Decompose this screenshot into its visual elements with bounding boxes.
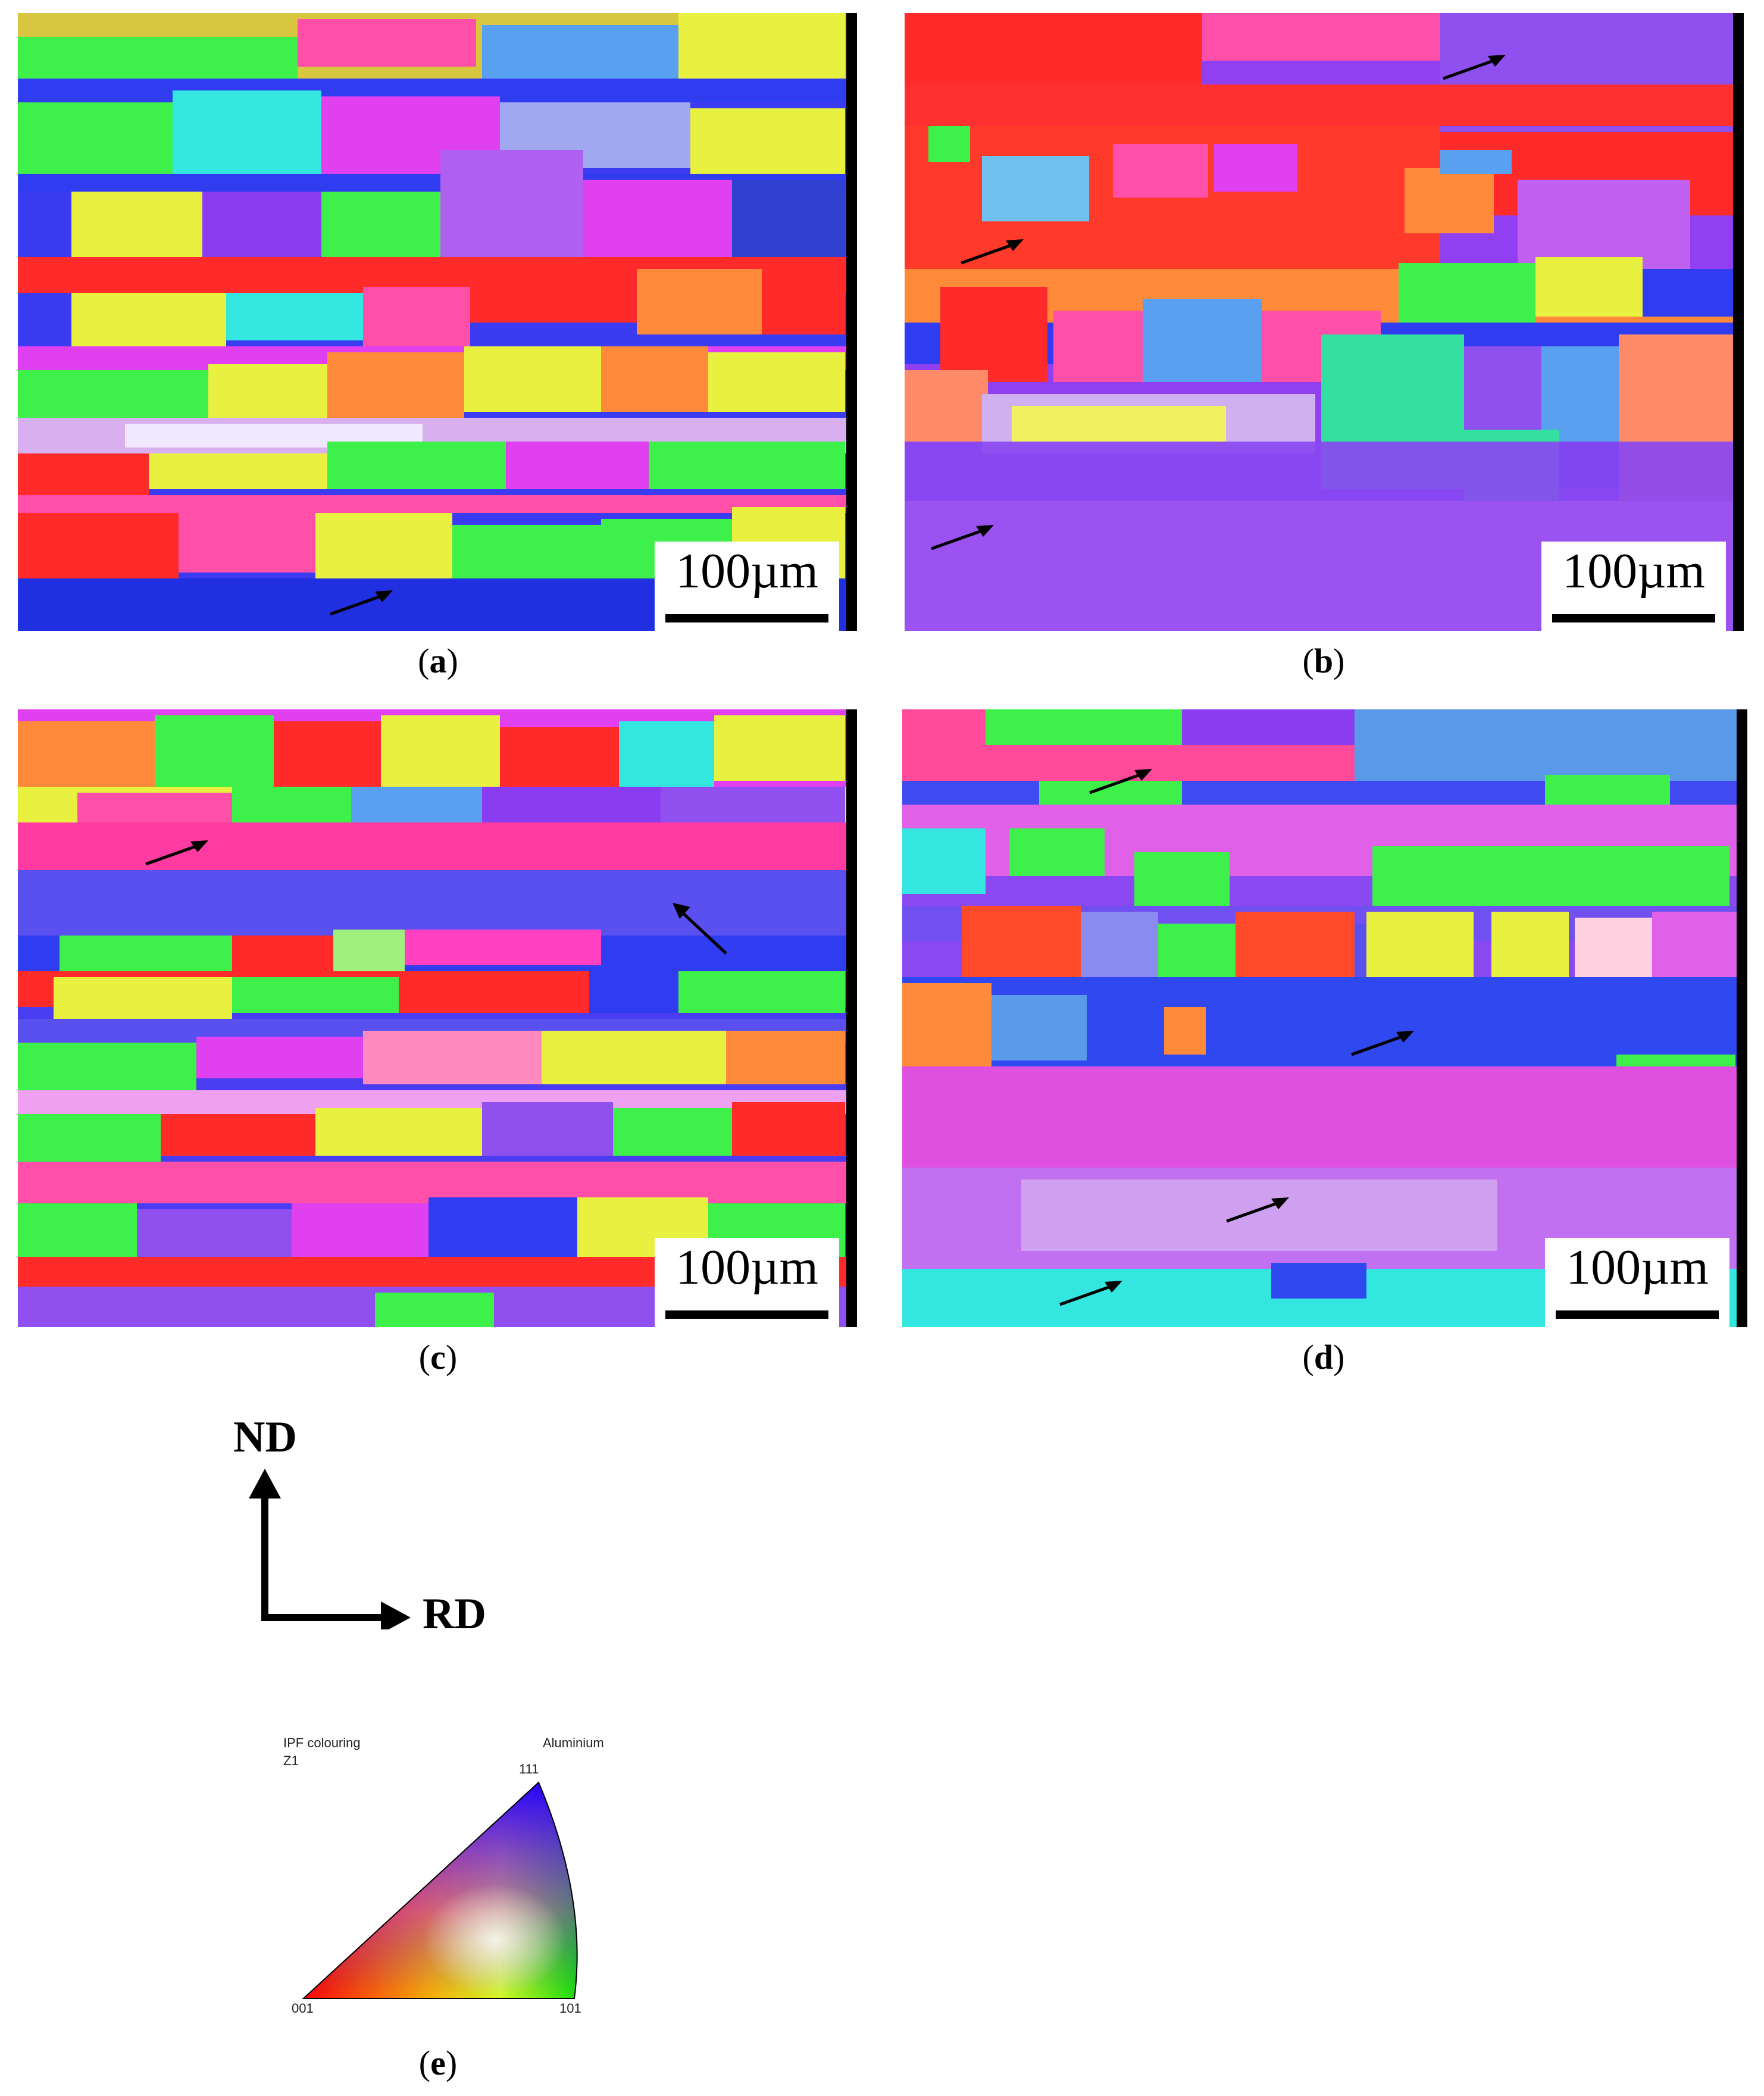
arrow-icon — [1351, 1031, 1414, 1056]
rd-label: RD — [423, 1590, 486, 1638]
ebsd-map-d: 100µm — [902, 709, 1747, 1327]
caption-a: (a) — [418, 642, 458, 680]
arrow-icon — [961, 239, 1024, 265]
arrow-icon — [1226, 1197, 1289, 1223]
ipf-material: Aluminium — [543, 1735, 604, 1750]
arrow-icon — [1059, 1281, 1122, 1306]
ipf-corner-111: 111 — [519, 1762, 539, 1776]
scale-label: 100µm — [675, 1240, 818, 1295]
arrow-icon — [673, 903, 727, 955]
panel-edge — [1733, 13, 1744, 631]
panel-edge — [846, 709, 857, 1327]
scale-box: 100µm — [1541, 542, 1726, 631]
ebsd-map-c: 100µm — [18, 709, 857, 1327]
ebsd-map-b: 100µm — [905, 13, 1744, 631]
ipf-triangle — [302, 1781, 578, 1999]
scale-box: 100µm — [1545, 1238, 1729, 1327]
scale-label: 100µm — [675, 543, 818, 599]
caption-d: (d) — [1302, 1338, 1345, 1377]
scale-bar — [1552, 614, 1715, 622]
scale-label: 100µm — [1562, 543, 1705, 599]
ebsd-map-b-image — [905, 13, 1744, 631]
scale-box: 100µm — [655, 1238, 839, 1327]
scale-bar — [665, 1310, 828, 1319]
nd-label: ND — [233, 1413, 297, 1462]
arrow-icon — [1089, 769, 1152, 794]
arrow-icon — [145, 840, 208, 866]
ebsd-map-d-image — [902, 709, 1747, 1327]
ipf-corner-001: 001 — [292, 2001, 314, 2016]
panel-edge — [1737, 709, 1747, 1327]
arrow-icon — [330, 590, 393, 616]
ebsd-map-a-image — [18, 13, 857, 631]
panel-edge — [846, 13, 857, 631]
arrow-icon — [1443, 55, 1506, 80]
scale-label: 100µm — [1566, 1240, 1709, 1295]
caption-b: (b) — [1302, 642, 1345, 680]
axes-icon — [249, 1469, 411, 1629]
ebsd-map-a: 100µm — [18, 13, 857, 631]
scale-bar — [665, 614, 828, 622]
ipf-direction: Z1 — [283, 1753, 299, 1768]
ipf-title: IPF colouring — [283, 1735, 361, 1750]
ipf-corner-101: 101 — [559, 2001, 581, 2016]
arrow-icon — [931, 525, 994, 550]
ebsd-map-c-image — [18, 709, 857, 1327]
scale-bar — [1556, 1310, 1719, 1319]
scale-box: 100µm — [655, 542, 839, 631]
caption-e: (e) — [418, 2044, 458, 2082]
caption-c: (c) — [418, 1338, 458, 1377]
